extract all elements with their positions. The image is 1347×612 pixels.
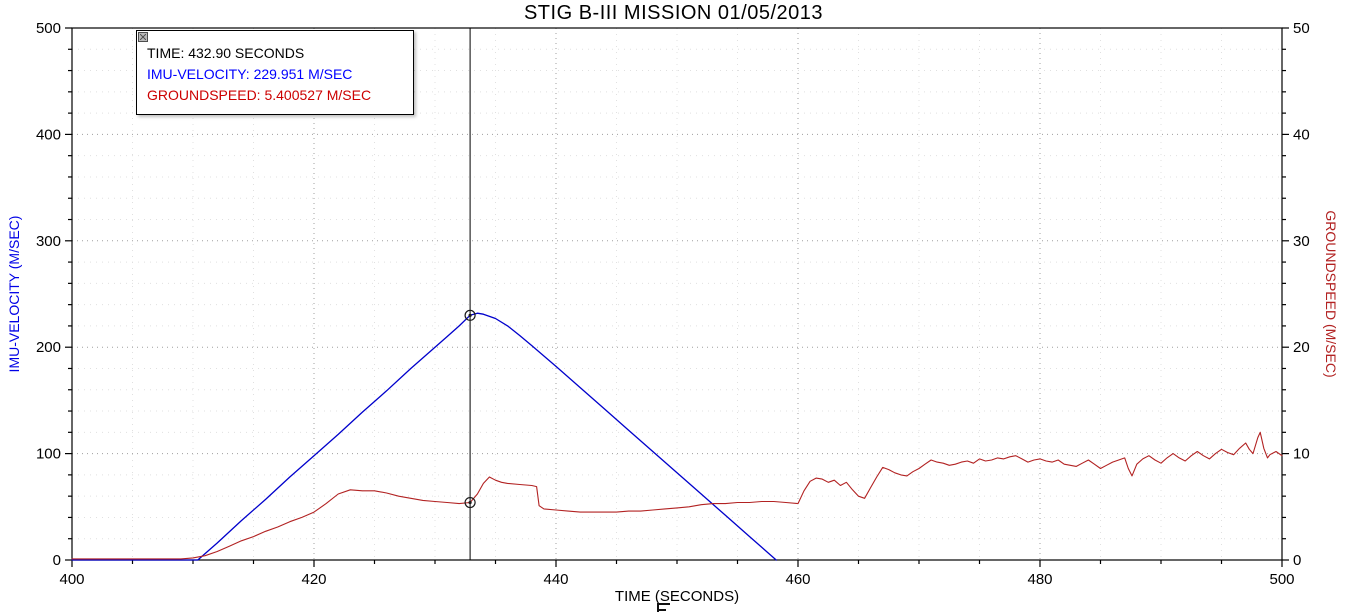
y-axis-left-label: IMU-VELOCITY (M/SEC)	[6, 215, 22, 373]
cursor-marker-groundspeed[interactable]	[464, 496, 476, 509]
x-tick-label: 440	[543, 571, 568, 588]
series-imu-velocity	[71, 312, 777, 561]
y-right-tick-label: 20	[1293, 339, 1310, 356]
x-tick-label: 420	[301, 571, 326, 588]
x-tick-label: 480	[1027, 571, 1052, 588]
y-left-tick-label: 0	[53, 552, 61, 569]
x-axis-label: TIME (SECONDS)	[614, 588, 740, 605]
tooltip-line: TIME: 432.90 SECONDS	[147, 45, 305, 61]
y-axis-right-label: GROUNDSPEED (M/SEC)	[1323, 210, 1339, 378]
y-left-tick-label: 400	[36, 126, 61, 143]
cursor-tooltip[interactable]: TIME: 432.90 SECONDS IMU-VELOCITY: 229.95…	[136, 30, 414, 115]
cursor-marker-imu-velocity[interactable]	[464, 309, 476, 321]
y-left-tick-label: 200	[36, 339, 61, 356]
tooltip-lines: TIME: 432.90 SECONDS IMU-VELOCITY: 229.95…	[147, 43, 405, 106]
tooltip-anchor-icon[interactable]	[138, 32, 148, 42]
x-tick-label: 500	[1269, 571, 1294, 588]
chart-title: STIG B-III MISSION 01/05/2013	[523, 2, 824, 24]
tooltip-line: GROUNDSPEED: 5.400527 M/SEC	[147, 87, 372, 103]
clipped-glyph-artifact	[657, 603, 670, 612]
y-right-tick-label: 30	[1293, 233, 1310, 250]
y-left-tick-label: 500	[36, 20, 61, 37]
y-right-tick-label: 40	[1293, 126, 1310, 143]
y-right-tick-label: 0	[1293, 552, 1301, 569]
y-right-tick-label: 50	[1293, 20, 1310, 37]
x-tick-label: 400	[59, 571, 84, 588]
y-left-tick-label: 300	[36, 233, 61, 250]
y-left-tick-label: 100	[36, 446, 61, 463]
series-groundspeed	[71, 431, 1283, 560]
tooltip-line: IMU-VELOCITY: 229.951 M/SEC	[147, 66, 353, 82]
y-right-tick-label: 10	[1293, 446, 1310, 463]
x-tick-label: 460	[785, 571, 810, 588]
